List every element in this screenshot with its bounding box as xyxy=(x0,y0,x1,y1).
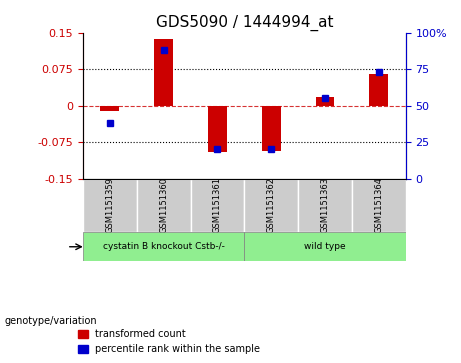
Bar xyxy=(369,74,388,106)
Title: GDS5090 / 1444994_at: GDS5090 / 1444994_at xyxy=(155,15,333,31)
Text: GSM1151363: GSM1151363 xyxy=(320,178,330,233)
Text: wild type: wild type xyxy=(304,242,346,251)
Text: cystatin B knockout Cstb-/-: cystatin B knockout Cstb-/- xyxy=(103,242,225,251)
FancyBboxPatch shape xyxy=(137,179,190,232)
FancyBboxPatch shape xyxy=(244,179,298,232)
Bar xyxy=(208,106,227,152)
FancyBboxPatch shape xyxy=(352,179,406,232)
Legend: transformed count, percentile rank within the sample: transformed count, percentile rank withi… xyxy=(74,326,264,358)
Text: GSM1151360: GSM1151360 xyxy=(159,178,168,233)
Bar xyxy=(100,106,119,111)
FancyBboxPatch shape xyxy=(83,232,244,261)
FancyBboxPatch shape xyxy=(244,232,406,261)
Text: GSM1151361: GSM1151361 xyxy=(213,178,222,233)
FancyBboxPatch shape xyxy=(190,179,244,232)
Text: GSM1151359: GSM1151359 xyxy=(106,178,114,233)
Bar xyxy=(316,97,334,106)
Bar xyxy=(262,106,281,151)
Text: GSM1151364: GSM1151364 xyxy=(374,178,383,233)
Bar xyxy=(154,38,173,106)
Text: GSM1151362: GSM1151362 xyxy=(267,178,276,233)
Text: genotype/variation: genotype/variation xyxy=(5,316,97,326)
FancyBboxPatch shape xyxy=(83,179,137,232)
FancyBboxPatch shape xyxy=(298,179,352,232)
